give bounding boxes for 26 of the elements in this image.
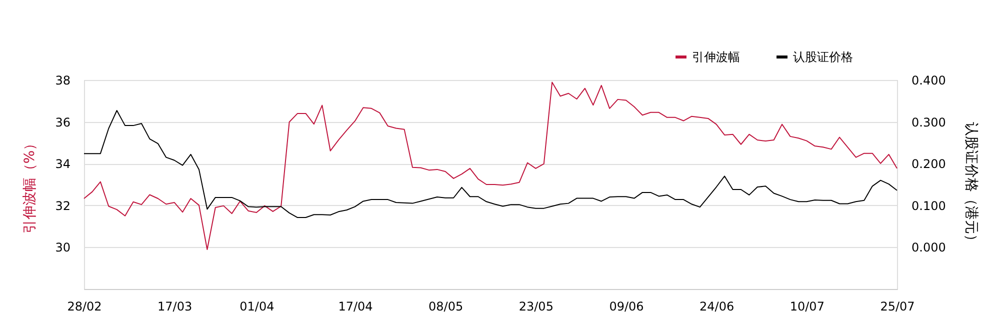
x-tick-label: 23/05: [518, 300, 554, 314]
x-tick-label: 17/04: [338, 300, 373, 314]
legend-label: 引伸波幅: [692, 50, 740, 64]
y-tick-label: 32: [55, 198, 70, 213]
x-tick-label: 09/06: [609, 300, 644, 314]
y2-tick-label: 0.000: [912, 240, 946, 255]
y-tick-label: 30: [55, 240, 70, 255]
x-tick-label: 25/07: [880, 300, 915, 314]
line-series: [84, 82, 898, 250]
x-tick-label: 01/04: [240, 300, 274, 314]
y-tick-label: 38: [55, 74, 70, 88]
y-tick-label: 36: [55, 115, 70, 130]
line-series: [84, 110, 898, 218]
y-axis-title: 引伸波幅（%）: [22, 136, 38, 234]
legend-label: 认股证价格: [793, 50, 853, 64]
y2-axis-title: 认股证价格（港元）: [962, 122, 979, 248]
y2-tick-label: 0.100: [912, 198, 946, 213]
y2-tick-label: 0.400: [912, 74, 946, 88]
x-tick-label: 10/07: [790, 300, 824, 314]
y-tick-label: 34: [55, 157, 70, 172]
y2-tick-label: 0.300: [912, 115, 946, 130]
x-tick-label: 28/02: [67, 300, 102, 314]
x-tick-label: 24/06: [700, 300, 734, 314]
x-tick-label: 08/05: [428, 300, 464, 314]
y2-tick-label: 0.200: [912, 157, 946, 172]
x-tick-label: 17/03: [158, 300, 192, 314]
